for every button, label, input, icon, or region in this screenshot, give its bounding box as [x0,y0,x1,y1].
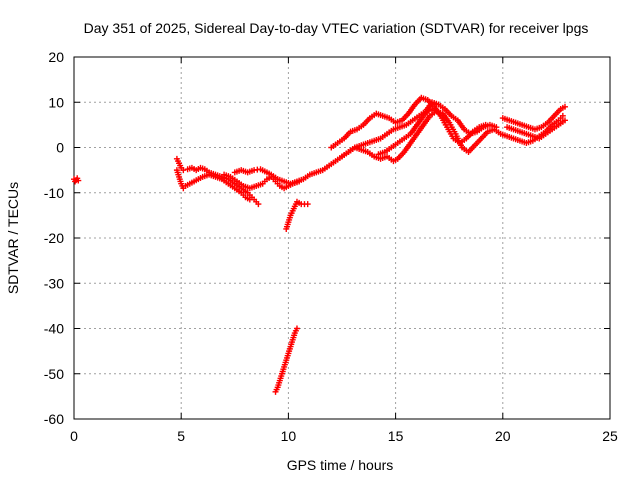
data-point [293,325,300,332]
x-tick-label: 10 [281,428,297,444]
x-axis-label: GPS time / hours [287,457,394,473]
data-point [180,167,187,174]
y-tick-label: 0 [56,140,64,156]
axis-ticks: 0 5 10 15 20 25 20 10 0 -10 -20 -30 -40 -50 -60 [44,49,618,444]
y-tick-label: -60 [44,411,64,427]
data-point [561,117,568,124]
x-tick-label: 5 [177,428,185,444]
data-point [304,201,311,208]
y-tick-label: 10 [48,94,64,110]
x-tick-label: 15 [388,428,404,444]
y-tick-label: 20 [48,49,64,65]
x-tick-label: 20 [495,428,511,444]
data-point [561,103,568,110]
data-point [559,112,566,119]
y-tick-label: -50 [44,366,64,382]
data-points [71,94,568,395]
y-axis-label: SDTVAR / TECUs [5,182,21,294]
chart-title: Day 351 of 2025, Sidereal Day-to-day VTE… [84,20,589,36]
x-tick-label: 0 [70,428,78,444]
y-tick-label: -20 [44,230,64,246]
y-tick-label: -10 [44,185,64,201]
data-point [75,177,82,184]
data-point [246,196,253,203]
y-tick-label: -40 [44,321,64,337]
data-point [255,201,262,208]
grid [74,57,610,419]
y-tick-label: -30 [44,275,64,291]
x-tick-label: 25 [602,428,618,444]
